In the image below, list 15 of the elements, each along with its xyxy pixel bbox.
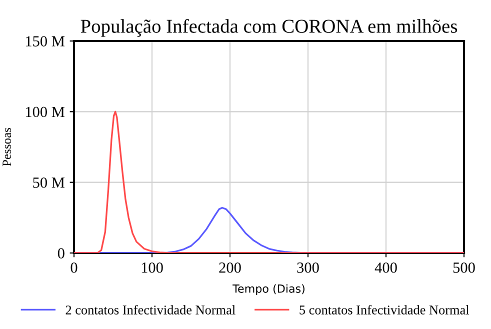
legend-label: 5 contatos Infectividade Normal [300, 305, 470, 314]
y-tick-label: 100 M [26, 106, 65, 118]
y-axis-title: Pessoas [2, 128, 11, 166]
x-tick-label: 300 [297, 262, 319, 273]
x-tick-label: 500 [453, 262, 475, 273]
chart-title: População Infectada com CORONA em milhões [80, 18, 458, 37]
x-tick-label: 200 [219, 262, 241, 273]
legend-label: 2 contatos Infectividade Normal [66, 305, 236, 314]
x-axis-title: Tempo (Dias) [232, 284, 304, 295]
y-tick-label: 50 M [33, 177, 65, 188]
y-tick-label: 150 M [26, 36, 65, 46]
y-tick-label: 0 [58, 248, 64, 258]
x-tick-label: 100 [142, 262, 163, 273]
x-tick-label: 400 [374, 262, 397, 273]
x-tick-label: 0 [70, 262, 78, 273]
